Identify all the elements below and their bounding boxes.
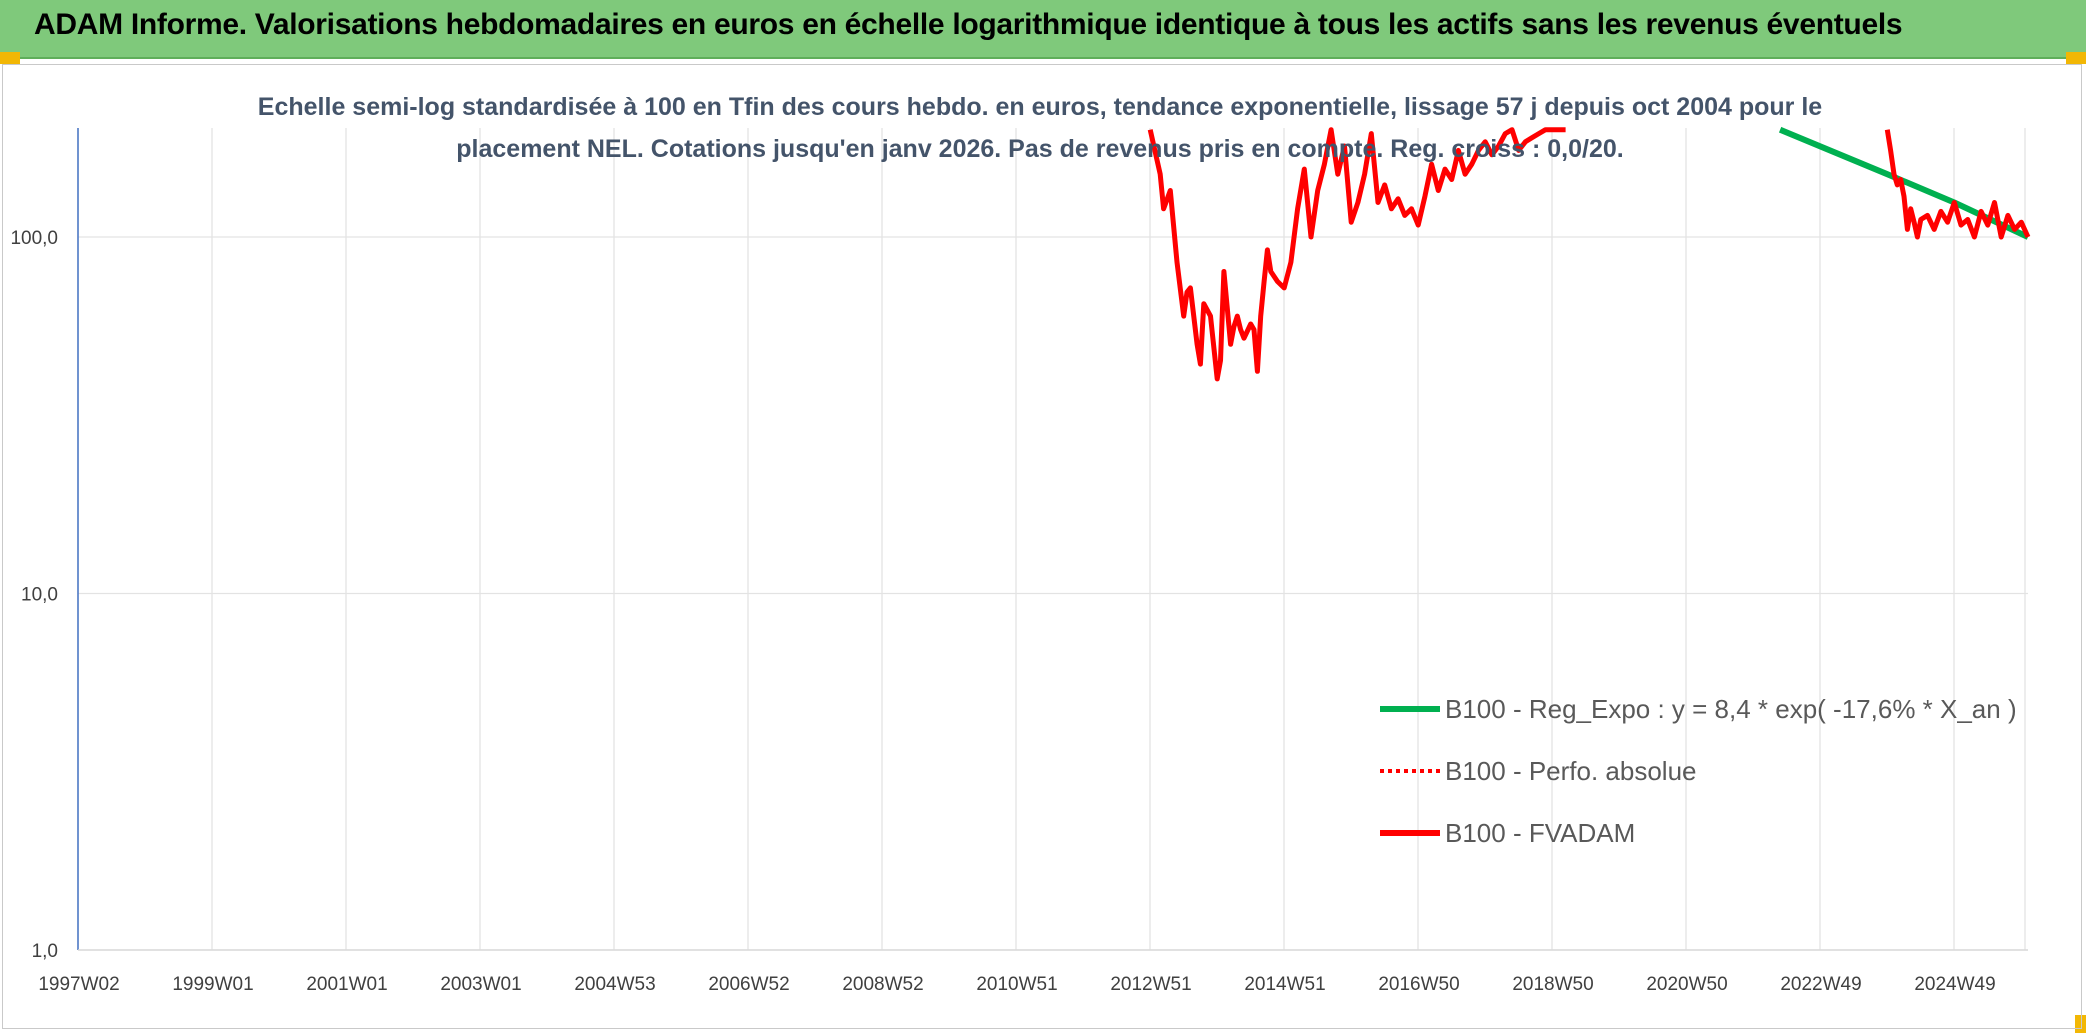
x-tick-label: 2016W50 xyxy=(1378,974,1459,995)
x-tick-label: 2012W51 xyxy=(1110,974,1191,995)
subtitle-line-2: placement NEL. Cotations jusqu'en janv 2… xyxy=(456,135,1623,163)
x-tick-label: 2004W53 xyxy=(574,974,655,995)
chart-subtitle: Echelle semi-log standardisée à 100 en T… xyxy=(258,93,1823,163)
series-layer xyxy=(1147,126,2031,382)
x-tick-label: 2008W52 xyxy=(842,974,923,995)
grid-lines xyxy=(77,128,2028,951)
y-tick-labels: 1,0 10,0 100,0 xyxy=(10,228,58,962)
legend-label-reg-expo: B100 - Reg_Expo : y = 8,4 * exp( -17,6% … xyxy=(1445,694,2017,724)
x-tick-label: 2001W01 xyxy=(306,974,387,995)
page-title: ADAM Informe. Valorisations hebdomadaire… xyxy=(34,8,1903,41)
y-tick-label: 10,0 xyxy=(21,585,58,606)
x-tick-label: 2024W49 xyxy=(1914,974,1995,995)
x-tick-label: 2022W49 xyxy=(1780,974,1861,995)
corner-marker-bottom-right xyxy=(2075,1015,2086,1033)
subtitle-line-1: Echelle semi-log standardisée à 100 en T… xyxy=(258,93,1823,121)
x-tick-label: 2020W50 xyxy=(1646,974,1727,995)
x-tick-label: 1999W01 xyxy=(172,974,253,995)
title-banner: ADAM Informe. Valorisations hebdomadaire… xyxy=(0,0,2086,59)
corner-marker-left xyxy=(0,52,20,64)
x-tick-label: 2010W51 xyxy=(976,974,1057,995)
x-tick-label: 2006W52 xyxy=(708,974,789,995)
x-tick-label: 2014W51 xyxy=(1244,974,1325,995)
corner-marker-right xyxy=(2066,52,2086,64)
legend-label-perfo-absolue: B100 - Perfo. absolue xyxy=(1445,756,1697,786)
chart-frame xyxy=(2,64,2082,1029)
x-tick-label: 2018W50 xyxy=(1512,974,1593,995)
y-tick-label: 100,0 xyxy=(10,228,58,249)
series-line-2 xyxy=(1147,127,2031,382)
x-tick-label: 1997W02 xyxy=(38,974,119,995)
legend: B100 - Reg_Expo : y = 8,4 * exp( -17,6% … xyxy=(1380,694,2017,848)
x-tick-label: 2003W01 xyxy=(440,974,521,995)
y-tick-label: 1,0 xyxy=(32,941,58,962)
legend-label-fvadam: B100 - FVADAM xyxy=(1445,818,1635,848)
x-tick-labels: 1997W02 1999W01 2001W01 2003W01 2004W53 2006W… xyxy=(38,974,1995,995)
